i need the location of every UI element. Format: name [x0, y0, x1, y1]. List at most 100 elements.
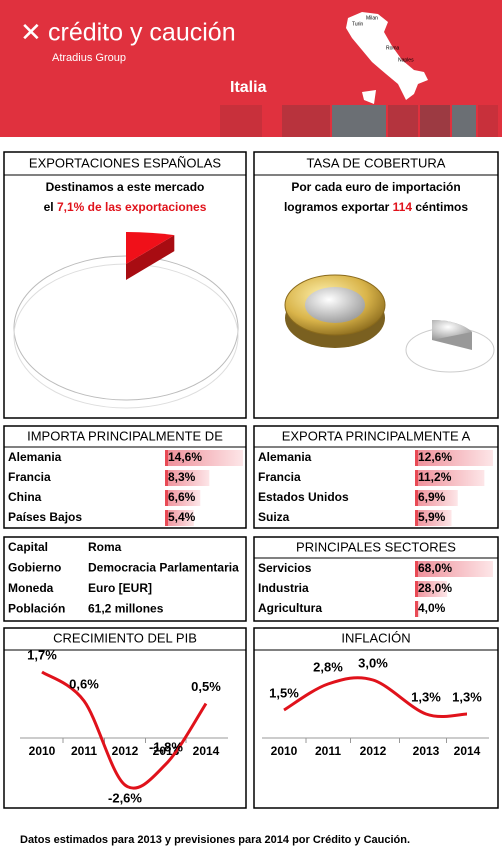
fact-label: Gobierno [8, 561, 61, 575]
exports-line1: Destinamos a este mercado [46, 180, 205, 194]
value-label: 1,3% [452, 689, 482, 704]
brand: crédito y caución [48, 19, 236, 47]
x-tick-label: 2012 [112, 744, 139, 758]
value-label: -2,6% [108, 790, 142, 805]
panel-title: EXPORTA PRINCIPALMENTE A [282, 428, 471, 443]
subbrand: Atradius Group [52, 52, 126, 64]
pie-slice-side [126, 235, 175, 280]
header-strips [220, 105, 498, 137]
bar-edge [415, 490, 418, 506]
row-label: Alemania [8, 450, 62, 464]
value-label: 6,9% [418, 490, 446, 504]
value-label: 68,0% [418, 561, 452, 575]
text: logramos exportar [284, 200, 390, 214]
value-label: 3,0% [358, 655, 388, 670]
row-label: Servicios [258, 561, 312, 575]
value-label: 1,7% [27, 647, 57, 662]
bar [415, 490, 458, 506]
brand-mark: ✕ [20, 17, 42, 47]
row-label: Alemania [258, 450, 312, 464]
fact-label: Moneda [8, 581, 54, 595]
bar-edge [165, 490, 168, 506]
x-tick-label: 2012 [360, 744, 387, 758]
bar-edge [165, 470, 168, 486]
row-label: Francia [258, 470, 301, 484]
city: Milan [366, 15, 378, 21]
pie-slice [126, 232, 175, 264]
value-label: 14,6% [168, 450, 202, 464]
panel-title: PRINCIPALES SECTORES [296, 539, 456, 554]
fact-value: 61,2 millones [88, 602, 164, 616]
row-label: Industria [258, 581, 309, 595]
city: Turin [352, 21, 363, 27]
value-label: -1,8% [149, 739, 183, 754]
x-tick-label: 2013 [413, 744, 440, 758]
text: céntimos [415, 200, 468, 214]
value-label: 28,0% [418, 581, 452, 595]
row-label: Estados Unidos [258, 490, 349, 504]
line [41, 670, 208, 790]
value-label: 6,6% [168, 490, 196, 504]
panel-title: INFLACIÓN [341, 630, 410, 645]
city: Naples [398, 57, 414, 63]
bar-edge [415, 470, 418, 486]
x-tick-label: 2014 [193, 744, 220, 758]
exports-line2: el 7,1% de las exportaciones [44, 200, 207, 214]
fact-value: Roma [88, 540, 122, 554]
value-label: 1,5% [269, 685, 299, 700]
text: el [44, 200, 54, 214]
x-tick-label: 2014 [454, 744, 481, 758]
bar-edge [415, 561, 418, 577]
country: Italia [230, 79, 267, 96]
bar-edge [415, 581, 418, 597]
city: Roma [386, 45, 400, 51]
panel-title: CRECIMIENTO DEL PIB [53, 630, 197, 645]
x-tick-label: 2011 [315, 744, 341, 758]
fact-value: Democracia Parlamentaria [88, 561, 239, 575]
bar [415, 581, 448, 597]
row-label: China [8, 490, 42, 504]
panel-title: IMPORTA PRINCIPALMENTE DE [27, 428, 223, 443]
bar [415, 450, 493, 466]
value-label: 5,9% [418, 510, 446, 524]
value-label: 5,4% [168, 510, 196, 524]
bar [165, 470, 210, 486]
x-tick-label: 2011 [71, 744, 97, 758]
line [283, 676, 468, 718]
coverage-line1: Por cada euro de importación [291, 180, 460, 194]
value-label: 8,3% [168, 470, 196, 484]
fact-label: Población [8, 602, 65, 616]
bar [165, 510, 194, 526]
italy-map [346, 12, 428, 104]
coverage-value: 114 [393, 200, 413, 214]
value-label: 0,6% [69, 676, 99, 691]
panel-title: EXPORTACIONES ESPAÑOLAS [29, 155, 221, 170]
bar-edge [165, 510, 168, 526]
row-label: Agricultura [258, 601, 322, 615]
map-cities: Milan Turin Roma Naples [352, 15, 414, 63]
footer: Datos estimados para 2013 y previsiones … [20, 834, 410, 846]
row-label: Francia [8, 470, 51, 484]
bar [415, 470, 485, 486]
x-tick-label: 2010 [29, 744, 56, 758]
row-label: Países Bajos [8, 510, 82, 524]
bar-edge [165, 450, 168, 466]
fact-value: Euro [EUR] [88, 581, 152, 595]
value-label: 1,3% [411, 689, 441, 704]
text: de las exportaciones [88, 200, 207, 214]
bar-edge [415, 601, 418, 617]
bar [415, 561, 493, 577]
coin [284, 274, 495, 373]
bar [415, 510, 452, 526]
bar [165, 490, 201, 506]
value-label: 0,5% [191, 679, 221, 694]
bar [165, 450, 243, 466]
fact-label: Capital [8, 540, 48, 554]
value-label: 2,8% [313, 659, 343, 674]
panel-title: TASA DE COBERTURA [307, 155, 446, 170]
coverage-line2: logramos exportar 114 céntimos [284, 200, 468, 214]
x-tick-label: 2010 [271, 744, 298, 758]
row-label: Suiza [258, 510, 290, 524]
value-label: 11,2% [418, 470, 452, 484]
